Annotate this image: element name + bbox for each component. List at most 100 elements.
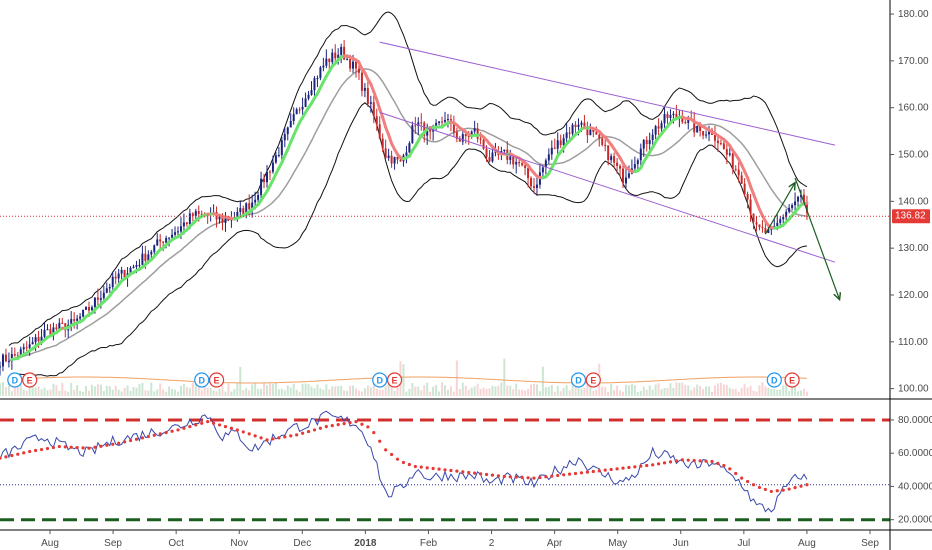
- candle-body: [185, 222, 188, 225]
- candle-body: [509, 156, 512, 160]
- candle-body: [271, 162, 274, 172]
- signal-line-dot: [651, 463, 655, 467]
- time-tick-label: Aug: [41, 538, 59, 549]
- candle-body: [577, 124, 580, 127]
- candle-body: [349, 59, 352, 69]
- candle-body: [731, 153, 734, 169]
- volume-bar: [408, 388, 411, 396]
- signal-line-dot: [34, 448, 38, 453]
- volume-bar: [384, 386, 387, 396]
- signal-line-dot: [645, 463, 649, 468]
- volume-bar: [580, 388, 583, 396]
- candle-body: [616, 162, 619, 166]
- signal-line-dot: [390, 452, 394, 457]
- volume-bar: [684, 384, 687, 396]
- signal-line-dot: [28, 449, 32, 454]
- volume-bar: [387, 384, 390, 396]
- candle-body: [301, 106, 304, 110]
- candle-body: [663, 114, 666, 124]
- volume-bar: [31, 384, 34, 396]
- volume-bar: [349, 385, 352, 396]
- candle-body: [239, 208, 242, 212]
- volume-bar: [153, 391, 156, 396]
- signal-line-dot: [728, 467, 732, 471]
- channel-lower-line: [379, 111, 836, 263]
- candle-body: [387, 155, 390, 158]
- volume-bar: [283, 390, 286, 396]
- candle-body: [743, 183, 746, 195]
- candle-body: [607, 145, 610, 161]
- dividend-badge: [194, 372, 210, 388]
- time-tick-label: Sep: [104, 538, 122, 549]
- volume-bar: [138, 384, 141, 396]
- candle-body: [527, 168, 530, 179]
- candle-body: [719, 143, 722, 145]
- volume-bar: [541, 366, 544, 396]
- volume-bar: [785, 382, 788, 396]
- candle-body: [283, 134, 286, 141]
- candle-body: [725, 149, 728, 155]
- volume-bar: [150, 382, 153, 396]
- candle-body: [28, 344, 31, 348]
- signal-line-dot: [283, 435, 287, 439]
- candle-body: [461, 134, 464, 142]
- candle-body: [651, 134, 654, 141]
- signal-line-dot: [615, 467, 619, 471]
- volume-bar: [446, 389, 449, 396]
- candle-body: [696, 126, 699, 133]
- candle-body: [755, 222, 758, 225]
- volume-bar: [467, 389, 470, 396]
- candle-body: [550, 147, 553, 155]
- volume-bar: [672, 387, 675, 396]
- event-badge-label: D: [198, 376, 205, 386]
- volume-bar: [88, 390, 90, 396]
- candle-body: [761, 227, 764, 229]
- candle-body: [179, 226, 182, 232]
- candle-body: [562, 138, 565, 146]
- candle-body: [734, 168, 737, 170]
- signal-line-dot: [45, 446, 50, 451]
- signal-line-dot: [354, 420, 358, 424]
- candle-body: [622, 168, 624, 184]
- signal-line-dot: [348, 421, 352, 425]
- volume-bar: [633, 385, 636, 396]
- volume-bar: [277, 389, 280, 396]
- candle-body: [34, 337, 37, 343]
- volume-bar: [286, 385, 289, 396]
- candle-body: [669, 115, 672, 118]
- candle-body: [114, 276, 117, 279]
- candle-body: [515, 162, 518, 165]
- event-badge-label: E: [789, 376, 795, 386]
- volume-bar: [592, 390, 595, 396]
- candle-body: [79, 316, 82, 319]
- candle-body: [414, 125, 417, 127]
- volume-bar: [135, 387, 138, 396]
- volume-bar: [503, 358, 506, 396]
- signal-line-dot: [170, 429, 174, 433]
- price-tick-label: 180.00: [898, 9, 929, 20]
- volume-bar: [479, 388, 482, 396]
- candle-body: [681, 118, 684, 123]
- candle-body: [378, 124, 381, 139]
- candle-body: [363, 88, 366, 91]
- signal-line-dot: [550, 474, 554, 478]
- signal-line-dot: [342, 422, 346, 426]
- signal-line-dot: [16, 452, 20, 456]
- signal-line-dot: [734, 471, 738, 476]
- candle-body: [316, 78, 319, 80]
- volume-bar: [227, 383, 230, 396]
- candle-body: [123, 269, 126, 278]
- moving-average-slow: [8, 68, 808, 362]
- candle-body: [518, 162, 521, 164]
- candle-body: [343, 46, 346, 60]
- volume-bar: [331, 386, 334, 396]
- volume-bar: [346, 390, 349, 396]
- candle-body: [177, 231, 179, 233]
- volume-bar: [280, 388, 283, 396]
- candle-body: [295, 109, 298, 115]
- candle-body: [494, 151, 497, 153]
- candle-body: [352, 61, 355, 69]
- candle-body: [99, 298, 102, 300]
- volume-bar: [381, 390, 384, 396]
- event-badge-label: E: [214, 376, 220, 386]
